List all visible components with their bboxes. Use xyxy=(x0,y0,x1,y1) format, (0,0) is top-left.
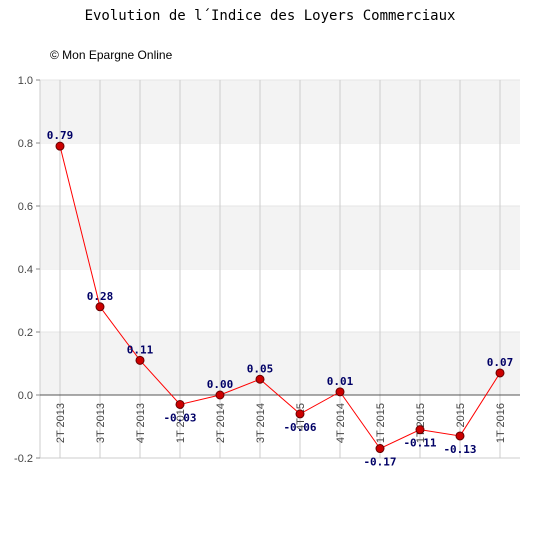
data-point xyxy=(135,355,145,365)
data-labels: 0.790.280.11-0.030.000.05-0.060.01-0.17-… xyxy=(47,129,514,468)
x-tick-label: 2T 2014 xyxy=(215,403,227,443)
data-point xyxy=(55,141,65,151)
x-tick-label: 1T 2014 xyxy=(175,403,187,443)
plot-bands xyxy=(39,79,520,459)
data-point xyxy=(455,431,465,441)
data-label: 0.28 xyxy=(87,290,114,303)
data-point xyxy=(175,399,185,409)
data-label: 0.00 xyxy=(207,378,234,391)
y-tick-label: 0.8 xyxy=(18,138,33,150)
data-label: 0.11 xyxy=(127,343,154,356)
data-label: -0.06 xyxy=(283,421,316,434)
x-tick-label: 4T 2013 xyxy=(135,403,147,443)
y-tick-label: 0.0 xyxy=(18,390,33,402)
x-tick-label: 4T 2014 xyxy=(335,403,347,443)
data-label: -0.03 xyxy=(163,411,196,424)
data-point xyxy=(295,409,305,419)
y-axis: -0.2 0.0 0.2 0.4 0.6 0.8 1.0 xyxy=(14,75,40,465)
data-label: -0.13 xyxy=(443,443,476,456)
plot-band xyxy=(40,332,520,395)
y-tick-label: 0.2 xyxy=(18,327,33,339)
y-tick-label: 0.4 xyxy=(18,264,33,276)
x-tick-label: 3T 2013 xyxy=(95,403,107,443)
series-polyline xyxy=(59,146,501,450)
y-tick-label: -0.2 xyxy=(14,453,33,465)
x-tick-label: 2T 2013 xyxy=(55,403,67,443)
data-label: -0.11 xyxy=(403,437,436,450)
plot-band xyxy=(40,206,520,269)
x-tick-label: 2015 xyxy=(455,403,467,427)
x-tick-label: 1T 2015 xyxy=(375,403,387,443)
x-axis: 2T 2013 3T 2013 4T 2013 1T 2014 2T 2014 3T 20… xyxy=(55,403,507,443)
data-point xyxy=(215,390,225,400)
series-line xyxy=(59,146,501,450)
data-point xyxy=(375,444,385,454)
data-label: -0.17 xyxy=(363,456,396,469)
data-point xyxy=(415,425,425,435)
data-point xyxy=(255,374,265,384)
data-point xyxy=(335,387,345,397)
data-label: 0.05 xyxy=(247,362,274,375)
y-tick-label: 1.0 xyxy=(18,75,33,87)
data-label: 0.01 xyxy=(327,375,354,388)
y-tick-label: 0.6 xyxy=(18,201,33,213)
x-tick-label: 1T 2016 xyxy=(495,403,507,443)
chart-title: Evolution de l´Indice des Loyers Commerc… xyxy=(85,8,456,24)
series-markers xyxy=(55,141,505,454)
credit-text: © Mon Epargne Online xyxy=(50,48,173,62)
x-tick-label: 3T 2014 xyxy=(255,403,267,443)
data-label: 0.07 xyxy=(487,356,514,369)
data-point xyxy=(495,368,505,378)
data-point xyxy=(95,302,105,312)
plot-band xyxy=(40,80,520,143)
data-label: 0.79 xyxy=(47,129,74,142)
